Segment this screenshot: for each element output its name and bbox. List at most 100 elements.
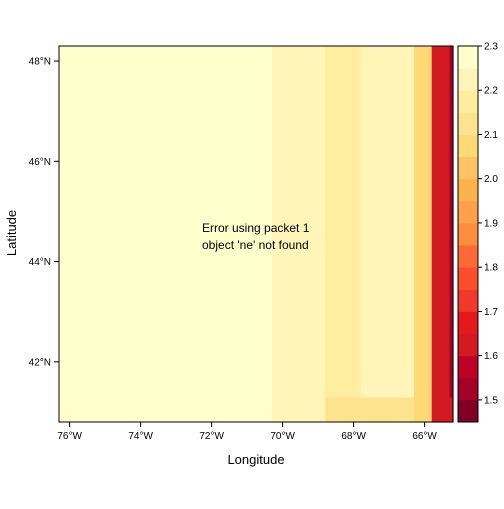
heatmap-cell [307, 271, 326, 298]
heatmap-cell [325, 246, 344, 273]
heatmap-cell [76, 46, 96, 72]
heatmap-cell [59, 171, 78, 197]
heatmap-cell [94, 196, 113, 223]
heatmap-cell [147, 246, 167, 273]
heatmap-cell [289, 96, 309, 122]
heatmap-cell [59, 46, 78, 72]
heatmap-cell [360, 371, 380, 398]
colorbar-swatch [458, 399, 478, 423]
heatmap-cell [449, 246, 454, 273]
heatmap-cell [271, 196, 291, 223]
y-axis-label: Latitude [4, 210, 19, 256]
heatmap-cell [413, 121, 433, 147]
heatmap-cell [396, 121, 415, 147]
heatmap-cell [431, 246, 451, 273]
colorbar-swatch [458, 68, 478, 91]
heatmap-cell [431, 296, 451, 323]
heatmap-cell [236, 121, 255, 147]
heatmap-cell [218, 296, 238, 323]
heatmap-cell [396, 396, 415, 423]
heatmap-cell [200, 146, 220, 172]
heatmap-cell [342, 396, 362, 423]
heatmap-cell [76, 396, 96, 423]
heatmap-cell [76, 246, 96, 273]
y-tick-label: 48°N [29, 57, 51, 68]
heatmap-cell [59, 246, 78, 273]
heatmap-cell [218, 346, 238, 373]
heatmap-cell [59, 296, 78, 323]
heatmap-cell [307, 321, 326, 348]
heatmap-cell [59, 221, 78, 248]
colorbar-tick-label: 2.0 [484, 174, 498, 185]
heatmap-cell [94, 121, 113, 147]
heatmap-cell [129, 321, 149, 348]
heatmap-cell [289, 121, 309, 147]
heatmap-cell [236, 346, 255, 373]
y-tick-label: 46°N [29, 157, 51, 168]
heatmap-cell [342, 96, 362, 122]
heatmap-cell [165, 121, 184, 147]
heatmap-cell [59, 146, 78, 172]
heatmap-cell [378, 71, 397, 97]
heatmap-cell [218, 246, 238, 273]
heatmap-cell [325, 46, 344, 72]
colorbar-swatch [458, 222, 478, 246]
heatmap-cell [360, 396, 380, 423]
heatmap-cell [76, 296, 96, 323]
heatmap-cell [147, 271, 167, 298]
heatmap-cell [94, 321, 113, 348]
heatmap-cell [431, 346, 451, 373]
heatmap-cell [449, 371, 454, 398]
heatmap-cell [129, 146, 149, 172]
heatmap-cell [165, 171, 184, 197]
heatmap-cell [254, 321, 273, 348]
heatmap-cell [325, 271, 344, 298]
heatmap-cell [413, 271, 433, 298]
heatmap-cell [254, 296, 273, 323]
colorbar-frame [457, 45, 479, 423]
heatmap-cell [271, 96, 291, 122]
heatmap-cells [59, 46, 454, 423]
heatmap-cell [147, 196, 167, 223]
heatmap-cell [413, 321, 433, 348]
heatmap-cell [431, 46, 451, 72]
heatmap-cell [112, 171, 131, 197]
heatmap-cell [236, 196, 255, 223]
heatmap-cell [413, 146, 433, 172]
heatmap-cell [325, 321, 344, 348]
heatmap-cell [236, 296, 255, 323]
heatmap-cell [271, 221, 291, 248]
heatmap-cell [129, 121, 149, 147]
heatmap-cell [360, 271, 380, 298]
heatmap-cell [307, 71, 326, 97]
heatmap-cell [271, 146, 291, 172]
heatmap-cell [289, 196, 309, 223]
heatmap-cell [342, 171, 362, 197]
heatmap-cell [200, 196, 220, 223]
heatmap-cell [147, 371, 167, 398]
heatmap-cell [254, 171, 273, 197]
heatmap-cell [112, 246, 131, 273]
heatmap-cell [218, 271, 238, 298]
heatmap-cell [218, 171, 238, 197]
heatmap-cell [218, 321, 238, 348]
heatmap-cell [112, 96, 131, 122]
error-message-line-1: Error using packet 1 [202, 221, 310, 235]
heatmap-cell [94, 96, 113, 122]
heatmap-cell [378, 196, 397, 223]
heatmap-cell [271, 371, 291, 398]
heatmap-cell [200, 121, 220, 147]
heatmap-cell [200, 346, 220, 373]
heatmap-cell [183, 96, 202, 122]
heatmap-cell [200, 96, 220, 122]
heatmap-cell [307, 371, 326, 398]
heatmap-cell [431, 321, 451, 348]
heatmap-cell [129, 96, 149, 122]
heatmap-cell [236, 71, 255, 97]
heatmap-cell [254, 271, 273, 298]
plot-frame [58, 45, 454, 423]
heatmap-cell [307, 46, 326, 72]
heatmap-cell [200, 46, 220, 72]
heatmap-cell [449, 271, 454, 298]
heatmap-cell [325, 146, 344, 172]
